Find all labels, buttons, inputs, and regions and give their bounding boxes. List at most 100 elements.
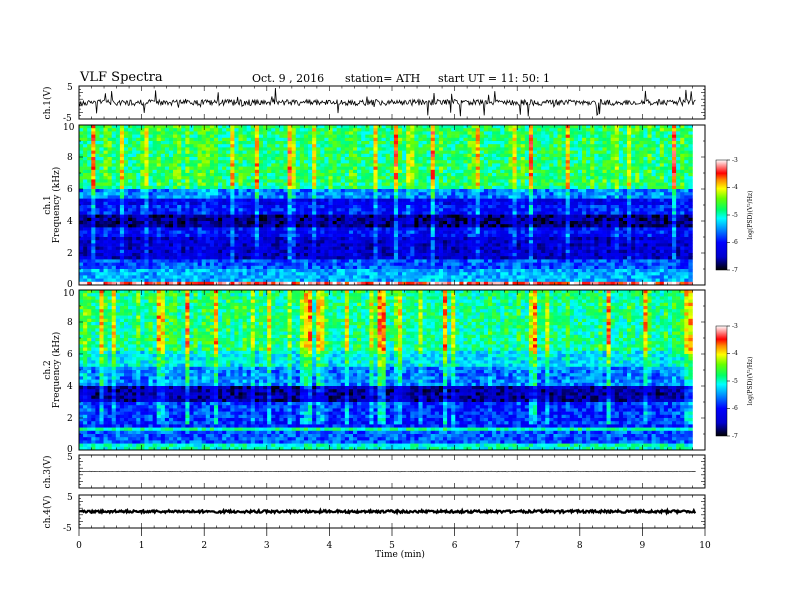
spec1-cell: [483, 221, 489, 225]
spec1-cell: [103, 224, 108, 228]
spec1-cell: [83, 137, 88, 142]
spec1-cell: [524, 217, 530, 222]
spec1-cell: [107, 205, 113, 209]
spec1-cell: [663, 185, 669, 190]
spec1-cell: [128, 189, 133, 193]
spec1-cell: [647, 160, 652, 164]
spec1-cell: [459, 189, 464, 193]
spec1-cell: [87, 214, 92, 219]
spec1-cell: [99, 160, 104, 164]
spec1-cell: [451, 125, 456, 129]
spec1-cell: [201, 134, 207, 139]
spec1-cell: [242, 144, 247, 148]
spec1-cell: [586, 176, 591, 180]
spec1-cell: [258, 195, 264, 199]
spec1-cell: [451, 214, 456, 219]
spec1-cell: [209, 160, 215, 164]
spec1-cell: [336, 224, 342, 228]
spec1-cell: [447, 147, 452, 151]
spec1-cell: [582, 189, 587, 193]
spec1-cell: [430, 153, 436, 158]
spec1-cell: [528, 128, 534, 132]
spec1-cell: [627, 176, 632, 180]
spec1-cell: [622, 214, 628, 219]
spec1-cell: [680, 189, 685, 193]
spec1-cell: [303, 163, 309, 167]
spec1-cell: [168, 205, 174, 209]
spec1-cell: [201, 163, 207, 167]
spec1-cell: [303, 173, 309, 177]
spec1-cell: [308, 182, 313, 187]
spec1-cell: [402, 141, 407, 145]
spec1-cell: [402, 221, 407, 225]
spec1-cell: [512, 182, 517, 187]
spec1-cell: [181, 128, 186, 132]
spec1-cell: [639, 182, 644, 187]
spec1-cell: [267, 128, 272, 132]
spec1-cell: [684, 163, 689, 167]
spec1-cell: [414, 160, 419, 164]
spec1-cell: [230, 198, 235, 203]
spec1-cell: [434, 163, 440, 167]
spec1-cell: [586, 208, 591, 212]
spec1-cell: [582, 169, 587, 174]
spec1-cell: [332, 137, 337, 142]
spec1-cell: [606, 163, 611, 167]
spec1-cell: [336, 192, 342, 196]
spec1-cell: [340, 227, 346, 231]
spec1-cell: [398, 134, 403, 139]
spec1-cell: [308, 179, 313, 183]
spec1-cell: [222, 221, 227, 225]
spec1-cell: [263, 224, 268, 228]
spec1-cell: [189, 176, 194, 180]
spec1-cell: [418, 217, 423, 222]
spec1-cell: [508, 176, 513, 180]
spec1-cell: [226, 137, 231, 142]
spec1-cell: [537, 217, 542, 222]
spec1-cell: [512, 224, 517, 228]
spec1-cell: [271, 169, 276, 174]
spec1-cell: [688, 128, 693, 132]
spec1-cell: [168, 147, 174, 151]
spec1-cell: [185, 166, 190, 171]
spec1-cell: [324, 141, 329, 145]
spec1-cell: [177, 163, 182, 167]
spec1-cell: [91, 182, 96, 187]
spec1-cell: [487, 166, 493, 171]
spec1-cell: [324, 147, 329, 151]
spec1-cell: [483, 141, 489, 145]
spec1-cell: [238, 163, 243, 167]
spec1-cell: [455, 179, 460, 183]
spec1-cell: [263, 131, 268, 135]
spec1-cell: [639, 163, 644, 167]
spec1-cell: [275, 125, 280, 129]
spec1-cell: [455, 208, 460, 212]
spec1-cell: [418, 198, 423, 203]
spec1-cell: [115, 211, 121, 215]
spec1-cell: [598, 224, 603, 228]
spec1-cell: [402, 227, 407, 231]
spec1-cell: [213, 211, 219, 215]
spec1-cell: [271, 137, 276, 142]
spec1-cell: [598, 205, 603, 209]
spec1-cell: [479, 153, 485, 158]
spec1-cell: [230, 144, 235, 148]
spec1-cell: [414, 208, 419, 212]
spec1-cell: [406, 163, 411, 167]
spec1-cell: [577, 208, 583, 212]
spec1-cell: [598, 134, 603, 139]
spec1-cell: [267, 134, 272, 139]
spec1-cell: [418, 208, 423, 212]
spec1-cell: [483, 198, 489, 203]
spec1-cell: [99, 163, 104, 167]
spec1-cell: [688, 192, 693, 196]
spec1-cell: [79, 205, 84, 209]
spec1-cell: [508, 195, 513, 199]
spec1-cell: [332, 157, 337, 161]
spec1-cell: [181, 195, 186, 199]
spec1-cell: [197, 144, 202, 148]
spec1-cell: [181, 205, 186, 209]
spec1-cell: [173, 163, 178, 167]
spec1-cell: [99, 198, 104, 203]
spec1-cell: [676, 221, 681, 225]
